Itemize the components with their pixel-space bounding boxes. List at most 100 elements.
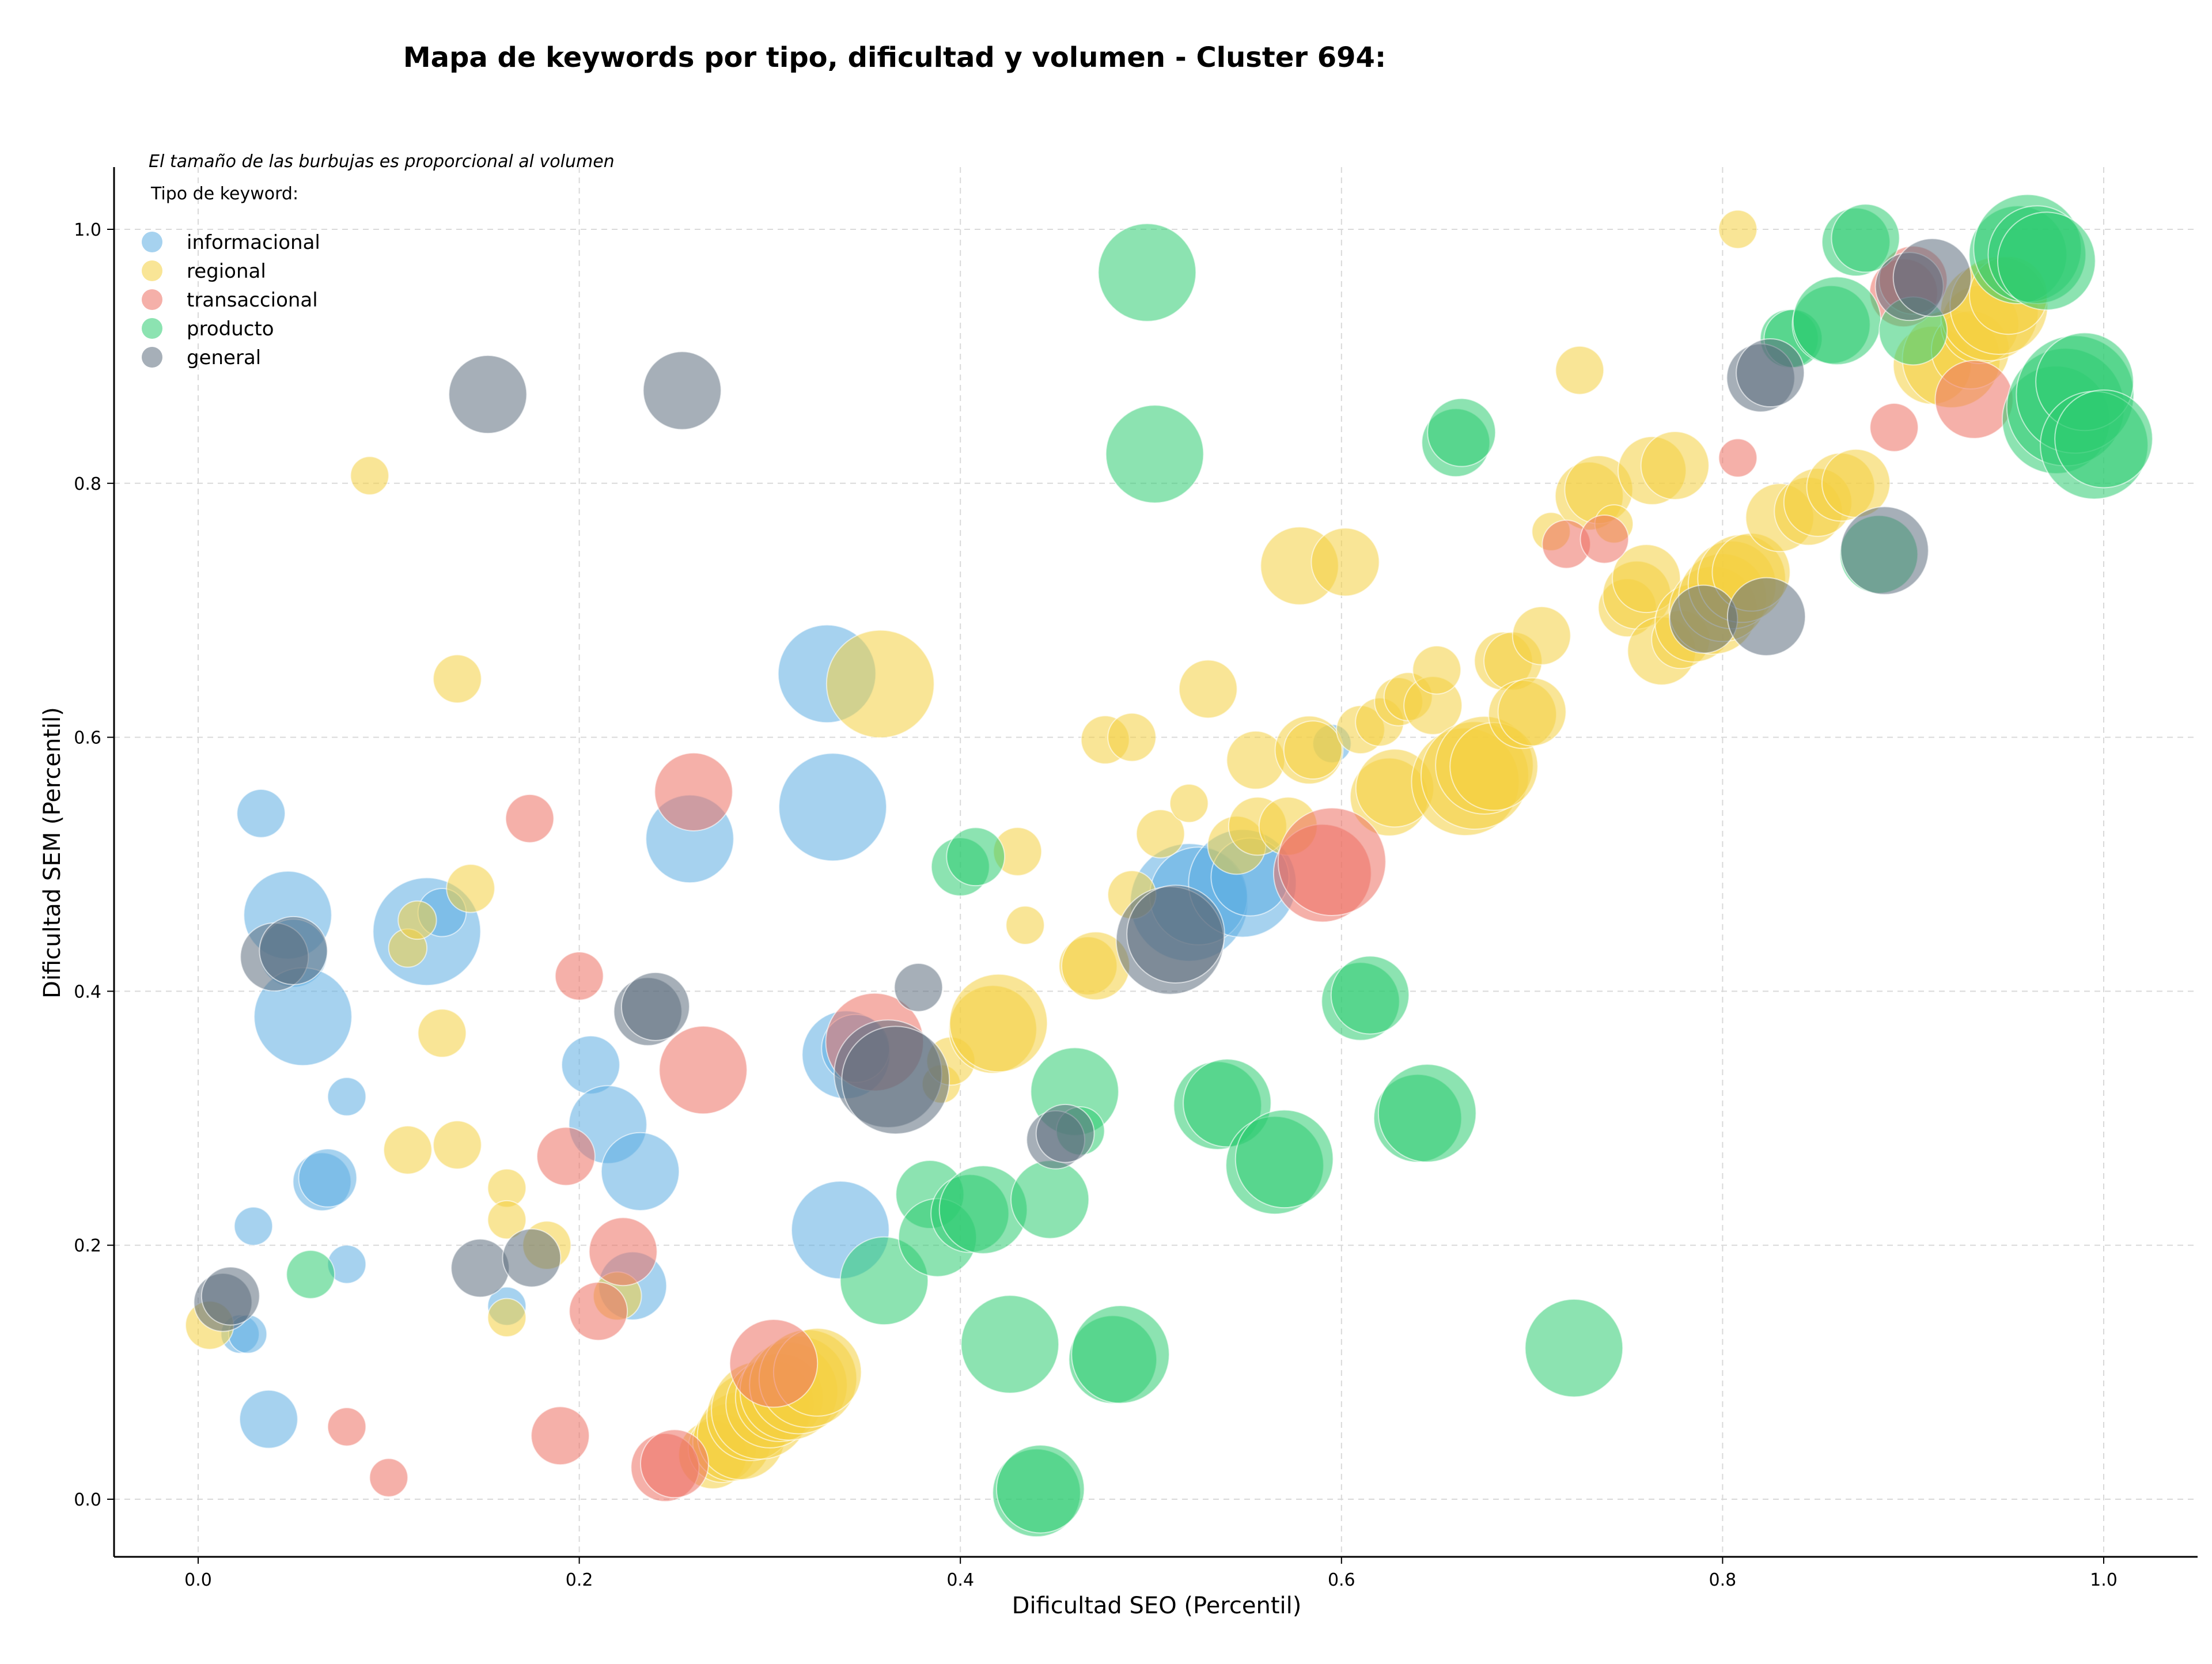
legend-label-transaccional: transaccional (187, 289, 318, 312)
bubble-regional (397, 900, 437, 940)
bubble-regional (1640, 430, 1710, 500)
y-tick-label: 0.0 (74, 1490, 101, 1510)
legend-marker-regional (142, 260, 162, 281)
legend-label-regional: regional (187, 260, 266, 283)
bubble-informacional (600, 1132, 680, 1211)
x-tick-label: 0.6 (1328, 1570, 1355, 1590)
bubble-transaccional (729, 1318, 819, 1408)
bubble-transaccional (588, 1217, 658, 1287)
bubble-transaccional (569, 1281, 628, 1341)
x-tick-label: 0.2 (566, 1570, 593, 1590)
legend-label-producto: producto (187, 317, 274, 341)
bubble-regional (1283, 720, 1343, 780)
bubble-size-note: El tamaño de las burbujas es proporciona… (149, 152, 615, 172)
bubble-general (502, 1228, 562, 1288)
bubble-producto (1831, 203, 1900, 273)
bubble-transaccional (1277, 807, 1387, 916)
bubble-general (893, 962, 944, 1012)
legend-marker-informacional (142, 232, 162, 252)
bubble-regional (350, 456, 389, 496)
bubble-regional (949, 973, 1048, 1073)
bubble-regional (1612, 544, 1681, 614)
bubble-producto (960, 1295, 1060, 1394)
chart-title: Mapa de keywords por tipo, dificultad y … (403, 41, 1386, 74)
bubble-transaccional (640, 1429, 709, 1499)
legend-label-general: general (187, 346, 261, 369)
y-tick-label: 1.0 (74, 220, 101, 240)
x-tick-label: 0.8 (1709, 1570, 1737, 1590)
bubble-regional (1178, 659, 1238, 719)
bubble-transaccional (536, 1126, 596, 1186)
bubble-regional (487, 1298, 527, 1338)
bubble-producto (1427, 398, 1497, 467)
bubble-regional (1107, 712, 1157, 762)
bubble-general (841, 1026, 950, 1135)
bubble-regional (1310, 527, 1380, 597)
bubble-general (1035, 1103, 1095, 1163)
legend: informacional regional transaccional produc… (142, 231, 320, 369)
bubble-producto (2054, 389, 2153, 489)
bubble-producto (1792, 276, 1882, 365)
bubble-general (1126, 884, 1225, 984)
legend-title: Tipo de keyword: (150, 184, 298, 204)
bubble-transaccional (1934, 360, 2014, 439)
bubble-regional (1512, 606, 1571, 665)
x-tick-label: 0.4 (946, 1570, 974, 1590)
bubble-regional (433, 1120, 482, 1170)
bubble-general (450, 1238, 510, 1298)
x-tick-label: 0.0 (184, 1570, 212, 1590)
bubble-producto (1105, 404, 1205, 504)
bubble-transaccional (327, 1407, 367, 1447)
bubble-general (642, 351, 722, 430)
legend-label-informacional: informacional (187, 231, 320, 254)
bubble-producto (1377, 1064, 1477, 1163)
bubble-regional (446, 864, 495, 913)
bubble-general (259, 916, 328, 985)
bubble-regional (1412, 645, 1461, 695)
legend-marker-transaccional (142, 289, 162, 310)
bubble-producto (286, 1250, 335, 1299)
bubble-regional (487, 1200, 527, 1240)
bubble-producto (995, 1444, 1085, 1534)
bubble-regional (1005, 905, 1045, 945)
bubble-transaccional (1869, 403, 1919, 452)
bubble-informacional (233, 1206, 274, 1246)
y-tick-label: 0.8 (74, 474, 101, 494)
bubble-transaccional (1580, 514, 1630, 564)
bubble-informacional (236, 789, 286, 838)
bubble-informacional (778, 752, 887, 862)
bubble-transaccional (1718, 438, 1758, 478)
bubble-general (448, 354, 528, 434)
bubble-producto (946, 827, 1006, 887)
tick-layer: 0.0 0.2 0.4 0.6 0.8 1.0 0.0 0.2 0.4 0.6 0.8 1.0 (74, 220, 2118, 1590)
bubble-transaccional (658, 1025, 748, 1115)
y-tick-label: 0.2 (74, 1236, 101, 1256)
bubble-regional (417, 1008, 467, 1058)
bubble-producto (1234, 1109, 1334, 1209)
bubble-producto (1097, 223, 1197, 322)
bubble-informacional (298, 1148, 358, 1208)
bubble-regional (1718, 209, 1758, 249)
bubble-transaccional (369, 1458, 408, 1497)
x-axis-label: Dificultad SEO (Percentil) (1012, 1593, 1302, 1619)
bubble-producto (1524, 1298, 1624, 1398)
bubble-general (1726, 577, 1806, 656)
bubble-informacional (238, 1389, 298, 1449)
bubble-transaccional (505, 793, 555, 844)
bubble-general (620, 971, 690, 1041)
bubble-regional (433, 654, 482, 704)
bubble-transaccional (654, 752, 733, 831)
axes-layer (113, 167, 2198, 1558)
bubble-regional (1497, 677, 1567, 747)
legend-marker-producto (142, 318, 162, 339)
bubble-general (200, 1266, 260, 1326)
bubble-general (1892, 238, 1972, 317)
x-tick-label: 1.0 (2090, 1570, 2118, 1590)
bubble-layer (185, 194, 2153, 1538)
y-tick-label: 0.4 (74, 982, 101, 1002)
bubble-regional (1135, 809, 1185, 859)
bubble-general (1736, 338, 1805, 408)
bubble-transaccional (554, 951, 604, 1001)
